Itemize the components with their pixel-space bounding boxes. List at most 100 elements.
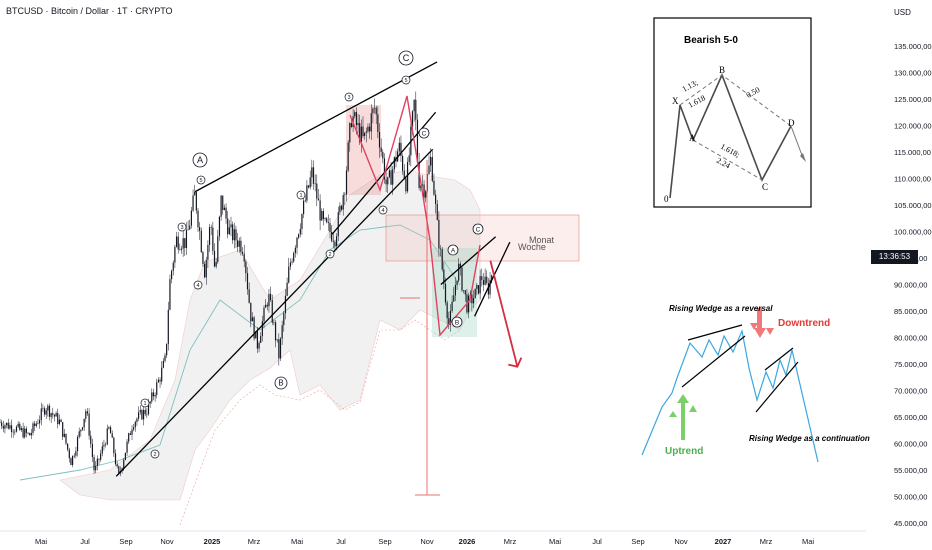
y-tick-label: 60.000,00: [894, 440, 927, 449]
candle-body: [103, 444, 105, 447]
candle-body: [53, 414, 56, 417]
candle-body: [205, 259, 207, 278]
inner-channel-lower: [331, 111, 437, 235]
candle-body: [270, 293, 272, 301]
candle-body: [402, 155, 404, 171]
candle-body: [261, 321, 263, 337]
rising-wedge-inset: Rising Wedge as a reversal Rising Wedge …: [641, 304, 870, 463]
candle-body: [212, 227, 214, 251]
candle-body: [350, 123, 353, 127]
candle-body: [190, 210, 192, 226]
candle-body: [213, 250, 216, 267]
candle-body: [210, 227, 212, 228]
candle-body: [60, 419, 62, 423]
candle-body: [166, 343, 168, 356]
candle-body: [393, 157, 395, 170]
wave-letter: C: [403, 53, 410, 63]
candle-body: [86, 411, 89, 414]
candle-body: [360, 126, 362, 142]
candle-body: [309, 177, 311, 188]
x-tick-label: Sep: [378, 537, 391, 546]
currency-label[interactable]: USD: [894, 8, 911, 17]
rising-channel-upper: [194, 61, 438, 193]
candle-body: [114, 453, 117, 465]
candle-body: [390, 170, 392, 185]
candle-body: [248, 289, 250, 303]
wave-number-circle: [401, 75, 411, 85]
candle-body: [208, 227, 211, 246]
candle-body: [129, 433, 131, 435]
y-tick-label: 65.000,00: [894, 413, 927, 422]
candle-body: [392, 169, 394, 185]
candle-body: [134, 421, 136, 428]
chart-title: BTCUSD · Bitcoin / Dollar · 1T · CRYPTO: [6, 6, 173, 16]
candle-body: [222, 195, 224, 211]
candle-body: [482, 280, 485, 285]
candle-body: [22, 428, 24, 438]
candle-body: [4, 425, 6, 429]
candle-body: [67, 443, 69, 450]
candle-body: [311, 167, 313, 178]
candle-body: [281, 325, 283, 339]
candle-body: [215, 262, 217, 267]
candle-body: [88, 413, 90, 436]
candle-body: [385, 179, 387, 185]
candle-body: [387, 177, 389, 185]
candle-body: [9, 425, 11, 429]
candle-body: [238, 240, 240, 247]
wave-letter: C: [476, 226, 481, 233]
svg-text:0: 0: [664, 194, 669, 204]
candle-body: [435, 194, 437, 204]
candle-body: [289, 262, 291, 267]
candle-body: [451, 301, 453, 311]
y-tick-label: 55.000,00: [894, 466, 927, 475]
candle-body: [100, 453, 102, 460]
candle-body: [128, 433, 130, 442]
candle-body: [197, 210, 199, 228]
candle-body: [491, 275, 493, 280]
candle-body: [433, 180, 435, 195]
candle-body: [444, 283, 447, 303]
candle-body: [336, 236, 338, 246]
candle-body: [207, 245, 209, 260]
candle-body: [27, 432, 29, 434]
x-tick-label: Nov: [160, 537, 174, 546]
candle-body: [265, 304, 267, 308]
candle-body: [258, 342, 260, 349]
candle-body: [446, 302, 448, 319]
candle-body: [0, 422, 1, 423]
cloud-lower-edge: [179, 319, 461, 526]
candle-body: [377, 114, 379, 132]
candle-body: [223, 207, 225, 211]
wave-number-circle: [325, 249, 335, 259]
candle-body: [359, 123, 361, 142]
candle-body: [332, 240, 334, 242]
candle-body: [81, 427, 84, 430]
y-tick-label: 125.000,00: [894, 95, 932, 104]
candle-body: [80, 429, 82, 432]
candle-body: [133, 427, 135, 430]
y-tick-label: 100.000,00: [894, 228, 932, 237]
candle-body: [109, 427, 112, 434]
candle-body: [157, 379, 159, 383]
wedge-lower: [474, 241, 511, 317]
candle-body: [58, 419, 60, 425]
candle-body: [192, 195, 194, 211]
wave-letter: A: [451, 247, 456, 254]
candle-body: [37, 423, 39, 424]
candle-body: [199, 227, 201, 231]
candle-body: [156, 382, 158, 395]
candle-body: [278, 339, 280, 359]
candle-body: [35, 423, 37, 427]
candle-body: [256, 331, 258, 349]
candle-body: [147, 403, 150, 415]
candle-body: [253, 317, 255, 339]
candle-body: [161, 367, 163, 382]
x-tick-label: Mai: [549, 537, 561, 546]
wave-number-circle: [378, 205, 388, 215]
candle-body: [233, 229, 235, 241]
wave-number: 2: [328, 252, 331, 258]
candle-body: [151, 392, 153, 402]
candle-body: [200, 230, 202, 253]
